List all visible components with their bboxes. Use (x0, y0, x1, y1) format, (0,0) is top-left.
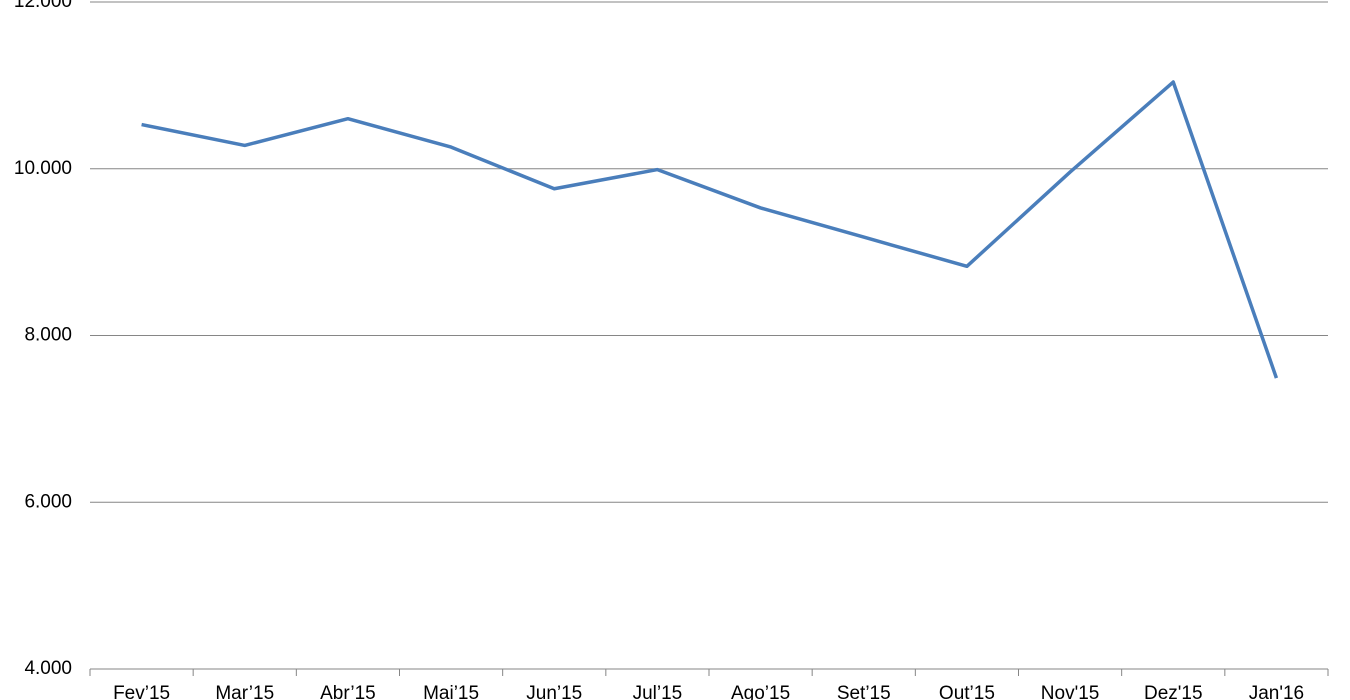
y-tick-label: 8.000 (24, 325, 72, 346)
x-tick-label: Mar’15 (215, 683, 274, 700)
y-tick-label: 6.000 (24, 491, 72, 512)
x-tick-label: Fev’15 (113, 683, 170, 700)
series-line (141, 80, 1279, 379)
y-tick-label: 4.000 (24, 658, 72, 679)
y-tick-label: 12.000 (14, 0, 72, 12)
x-tick-label: Nov'15 (1041, 683, 1100, 700)
x-tick-label: Abr’15 (320, 683, 376, 700)
x-tick-label: Mai’15 (423, 683, 479, 700)
x-tick-label: Set’15 (837, 683, 891, 700)
x-tick-label: Jul’15 (633, 683, 683, 700)
x-tick-label: Ago’15 (731, 683, 790, 700)
y-tick-label: 10.000 (14, 158, 72, 179)
x-tick-label: Jan'16 (1249, 683, 1304, 700)
x-tick-label: Dez'15 (1144, 683, 1203, 700)
x-tick-label: Jun’15 (526, 683, 582, 700)
x-tick-label: Out’15 (939, 683, 995, 700)
